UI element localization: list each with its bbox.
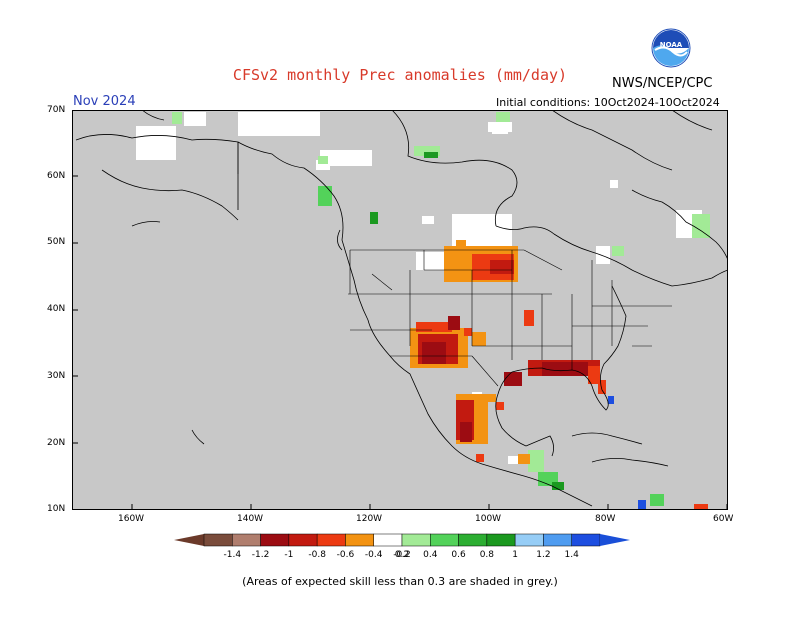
colorbar-bin-4 <box>316 533 346 547</box>
colorbar-bin-3 <box>288 533 318 547</box>
dry-anomaly-patches <box>410 240 708 510</box>
colorbar-bin-9 <box>458 533 488 547</box>
colorbar-bin-0 <box>203 533 233 547</box>
lat-label-40n: 40N <box>47 304 66 314</box>
colorbar-bin-8 <box>430 533 459 547</box>
colorbar-tick-label: -0.8 <box>308 550 326 560</box>
colorbar-bin-5 <box>345 533 374 547</box>
organization-label: NWS/NCEP/CPC <box>612 76 713 91</box>
lat-label-60n: 60N <box>47 171 66 181</box>
anomaly-map <box>72 109 729 510</box>
logo-text: NOAA <box>660 41 683 49</box>
colorbar-tick-label: 1 <box>512 550 518 560</box>
colorbar-tick-label: 0.4 <box>423 550 438 560</box>
colorbar-tick-label: 0.2 <box>395 550 409 560</box>
colorbar-bin-10 <box>486 533 516 547</box>
lat-label-30n: 30N <box>47 371 66 381</box>
forecast-month: Nov 2024 <box>73 94 136 109</box>
colorbar-tick-label: -0.2 <box>393 550 411 560</box>
map-title: CFSv2 monthly Prec anomalies (mm/day) <box>232 66 568 84</box>
wet-anomaly-patches <box>172 112 710 510</box>
noaa-logo: NOAA <box>651 28 691 72</box>
colorbar-tick-label: -1.4 <box>224 550 242 560</box>
colorbar-arrow-wet <box>600 534 630 546</box>
initial-conditions: Initial conditions: 10Oct2024-10Oct2024 <box>496 96 720 109</box>
map-panel <box>72 109 729 514</box>
lon-label-100w: 100W <box>475 514 502 524</box>
colorbar-arrow-dry <box>174 534 204 546</box>
lat-label-50n: 50N <box>47 237 66 247</box>
lon-label-60w: 60W <box>713 514 734 524</box>
lat-label-10n: 10N <box>47 504 66 514</box>
colorbar-tick-label: 0.8 <box>480 550 495 560</box>
colorbar-bin-6 <box>373 533 403 547</box>
colorbar-bin-12 <box>543 533 572 547</box>
colorbar-tick-label: -1 <box>284 550 293 560</box>
colorbar-ticks: -1.4 -1.2 -1 -0.8 -0.6 -0.4 -0.20.2 0.4 0.6 0.8 1 1… <box>224 550 580 560</box>
colorbar-tick-label: -1.2 <box>252 550 270 560</box>
colorbar-tick-label: 1.2 <box>536 550 550 560</box>
map-frame <box>72 110 728 510</box>
colorbar-bin-2 <box>260 533 290 547</box>
colorbar-bin-7 <box>401 533 431 547</box>
lon-label-120w: 120W <box>356 514 383 524</box>
political-boundaries <box>237 142 672 387</box>
skill-footnote: (Areas of expected skill less than 0.3 a… <box>242 575 558 588</box>
colorbar-bins <box>203 533 601 547</box>
colorbar-tick-label: -0.6 <box>337 550 355 560</box>
colorbar: -1.4 -1.2 -1 -0.8 -0.6 -0.4 -0.20.2 0.4 0.6 0.8 1 1… <box>174 533 630 560</box>
colorbar-bin-13 <box>571 533 601 547</box>
lat-label-20n: 20N <box>47 438 66 448</box>
skill-mask-background <box>72 110 728 510</box>
colorbar-bin-11 <box>514 533 544 547</box>
colorbar-tick-label: 0.6 <box>451 550 466 560</box>
lon-label-140w: 140W <box>237 514 264 524</box>
colorbar-tick-label: -0.4 <box>365 550 383 560</box>
lon-label-80w: 80W <box>595 514 616 524</box>
colorbar-bin-1 <box>232 533 261 547</box>
colorbar-tick-label: 1.4 <box>565 550 580 560</box>
lat-label-70n: 70N <box>47 105 66 115</box>
lon-label-160w: 160W <box>118 514 145 524</box>
